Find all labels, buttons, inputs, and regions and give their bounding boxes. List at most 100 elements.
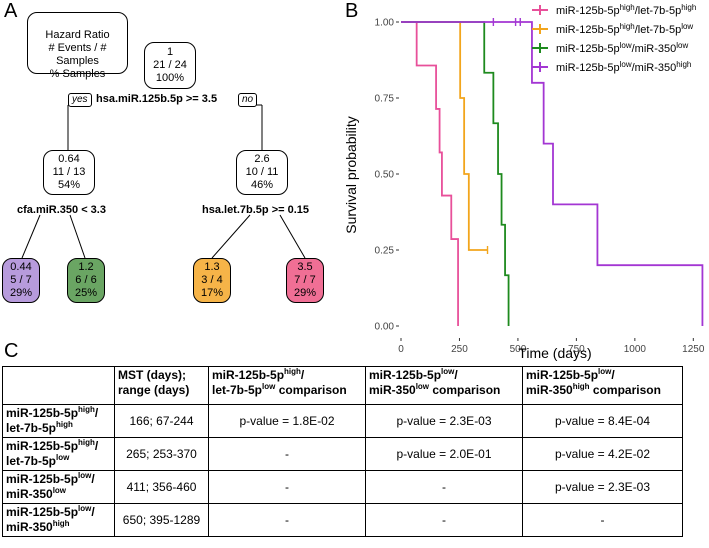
y-tick-label: 0.25 xyxy=(375,246,395,257)
rh-a: miR-125b-5p xyxy=(6,472,79,486)
x-tick-label: 500 xyxy=(510,344,527,355)
hdr-a: miR-125b-5p xyxy=(369,368,442,382)
rh-c: let-7b-5p xyxy=(6,454,57,468)
rh-a: miR-125b-5p xyxy=(6,406,79,420)
leaf-events-ratio: 7 / 7 xyxy=(294,274,316,286)
mst-comparison-table: MST (days); range (days) miR-125b-5phigh… xyxy=(2,366,683,537)
hdr-d: comparison xyxy=(275,383,347,397)
row-header: miR-125b-5phigh/let-7b-5phigh xyxy=(2,404,115,438)
rh-b: / xyxy=(94,406,99,420)
tree-leaf-node: 1.3 3 / 4 17% xyxy=(193,258,231,303)
rh-c: miR-350 xyxy=(6,520,53,534)
rh-c: miR-350 xyxy=(6,487,53,501)
y-tick-label: 1.00 xyxy=(375,18,395,29)
km-survival-chart: 0 250 500 750 1000 1250 0.00 0.25 0.50 0.75 1.00 T… xyxy=(343,3,705,361)
legend-entry: miR-125b-5plow/miR-350low xyxy=(556,41,688,56)
rh-b: / xyxy=(94,439,99,453)
hdr-a: miR-125b-5p xyxy=(212,368,285,382)
legend-pct-samples: % Samples xyxy=(49,68,106,80)
pvalue-cell: - xyxy=(522,503,683,537)
hdr-d: comparison xyxy=(429,383,501,397)
hdr-c: miR-350 xyxy=(369,383,416,397)
header-comparison-2: miR-125b-5plow/ miR-350low comparison xyxy=(365,366,523,405)
table-row: miR-125b-5phigh/ let-7b-5plow 265; 253-37… xyxy=(2,437,683,471)
hdr-c: miR-350 xyxy=(526,383,573,397)
rh-csup: low xyxy=(56,453,70,462)
legend-events-samples: # Events / # Samples xyxy=(48,42,107,67)
header-comparison-3: miR-125b-5plow/ miR-350high comparison xyxy=(522,366,683,405)
rh-asup: high xyxy=(78,405,95,414)
tree-legend-box: Hazard Ratio # Events / # Samples % Samp… xyxy=(27,12,128,80)
node-percent: 46% xyxy=(250,179,274,191)
row-header: miR-125b-5plow/ miR-350high xyxy=(2,503,115,537)
hdr-b: / xyxy=(611,368,615,382)
node-percent: 100% xyxy=(155,72,185,84)
pvalue-cell: - xyxy=(208,470,366,504)
node-events-ratio: 10 / 11 xyxy=(245,166,279,178)
table-row: miR-125b-5plow/ miR-350high 650; 395-1289… xyxy=(2,503,683,537)
y-tick-label: 0.75 xyxy=(375,94,395,105)
hdr-csup: low xyxy=(262,382,276,391)
hdr-asup: low xyxy=(598,367,612,376)
x-tick-label: 750 xyxy=(568,344,585,355)
rh-asup: low xyxy=(78,504,92,513)
row-header: miR-125b-5plow/miR-350low xyxy=(2,470,115,504)
leaf-percent: 29% xyxy=(293,287,317,299)
rh-asup: high xyxy=(78,438,95,447)
table-corner-cell xyxy=(2,366,115,405)
table-row: miR-125b-5plow/miR-350low 411; 356-460 -… xyxy=(2,470,683,504)
left-split-label: cfa.miR.350 < 3.3 xyxy=(17,204,106,216)
tree-left-node: 0.64 11 / 13 54% xyxy=(43,150,95,195)
pvalue-cell: - xyxy=(365,503,523,537)
leaf-events-ratio: 5 / 7 xyxy=(10,274,32,286)
hdr-asup: high xyxy=(284,367,301,376)
survival-curve xyxy=(401,21,488,251)
survival-curve xyxy=(401,21,510,326)
hdr-a: miR-125b-5p xyxy=(526,368,599,382)
survival-curve xyxy=(401,21,704,326)
tree-right-node: 2.6 10 / 11 46% xyxy=(236,150,288,195)
mst-cell: 265; 253-370 xyxy=(114,437,209,471)
hdr-csup: low xyxy=(415,382,430,391)
rh-c: let-7b-5p xyxy=(6,421,57,435)
hdr-csup: high xyxy=(572,382,590,391)
node-events-ratio: 11 / 13 xyxy=(52,166,86,178)
legend-entry: miR-125b-5phigh/let-7b-5phigh xyxy=(556,3,696,18)
rh-b: / xyxy=(91,505,95,519)
pvalue-cell: p-value = 4.2E-02 xyxy=(522,437,683,471)
tree-leaf-node: 0.44 5 / 7 29% xyxy=(2,258,40,303)
panel-label-a: A xyxy=(4,0,18,22)
header-mst: MST (days); range (days) xyxy=(114,366,209,405)
x-tick-label: 250 xyxy=(451,344,468,355)
row-header: miR-125b-5phigh/ let-7b-5plow xyxy=(2,437,115,471)
panel-label-b: B xyxy=(345,0,359,22)
tree-leaf-node: 3.5 7 / 7 29% xyxy=(286,258,324,303)
header-mst-line2: range (days) xyxy=(118,383,190,397)
header-mst-line1: MST (days); xyxy=(118,368,187,382)
hdr-b: / xyxy=(300,368,305,382)
node-hazard-ratio: 0.64 xyxy=(58,153,80,165)
tree-leaf-node: 1.2 6 / 6 25% xyxy=(67,258,105,303)
rh-csup: high xyxy=(56,420,73,429)
leaf-hazard-ratio: 1.3 xyxy=(204,261,220,273)
pvalue-cell: - xyxy=(365,470,523,504)
y-axis-label: Survival probability xyxy=(343,116,359,234)
leaf-events-ratio: 3 / 4 xyxy=(201,274,223,286)
rh-a: miR-125b-5p xyxy=(6,505,79,519)
leaf-percent: 25% xyxy=(74,287,98,299)
node-events-ratio: 21 / 24 xyxy=(153,59,187,71)
node-hazard-ratio: 2.6 xyxy=(254,153,270,165)
yes-label: yes xyxy=(68,93,92,107)
leaf-percent: 17% xyxy=(200,287,224,299)
x-tick-label: 1000 xyxy=(624,344,647,355)
y-tick-label: 0.00 xyxy=(375,322,395,333)
rh-csup: low xyxy=(52,486,67,495)
mst-cell: 650; 395-1289 xyxy=(114,503,209,537)
tree-root-node: 1 21 / 24 100% xyxy=(144,42,196,89)
pvalue-cell: - xyxy=(208,437,366,471)
leaf-hazard-ratio: 3.5 xyxy=(297,261,313,273)
rh-csup: high xyxy=(52,519,70,528)
node-hazard-ratio: 1 xyxy=(166,46,174,58)
rh-a: miR-125b-5p xyxy=(6,439,79,453)
leaf-events-ratio: 6 / 6 xyxy=(75,274,97,286)
